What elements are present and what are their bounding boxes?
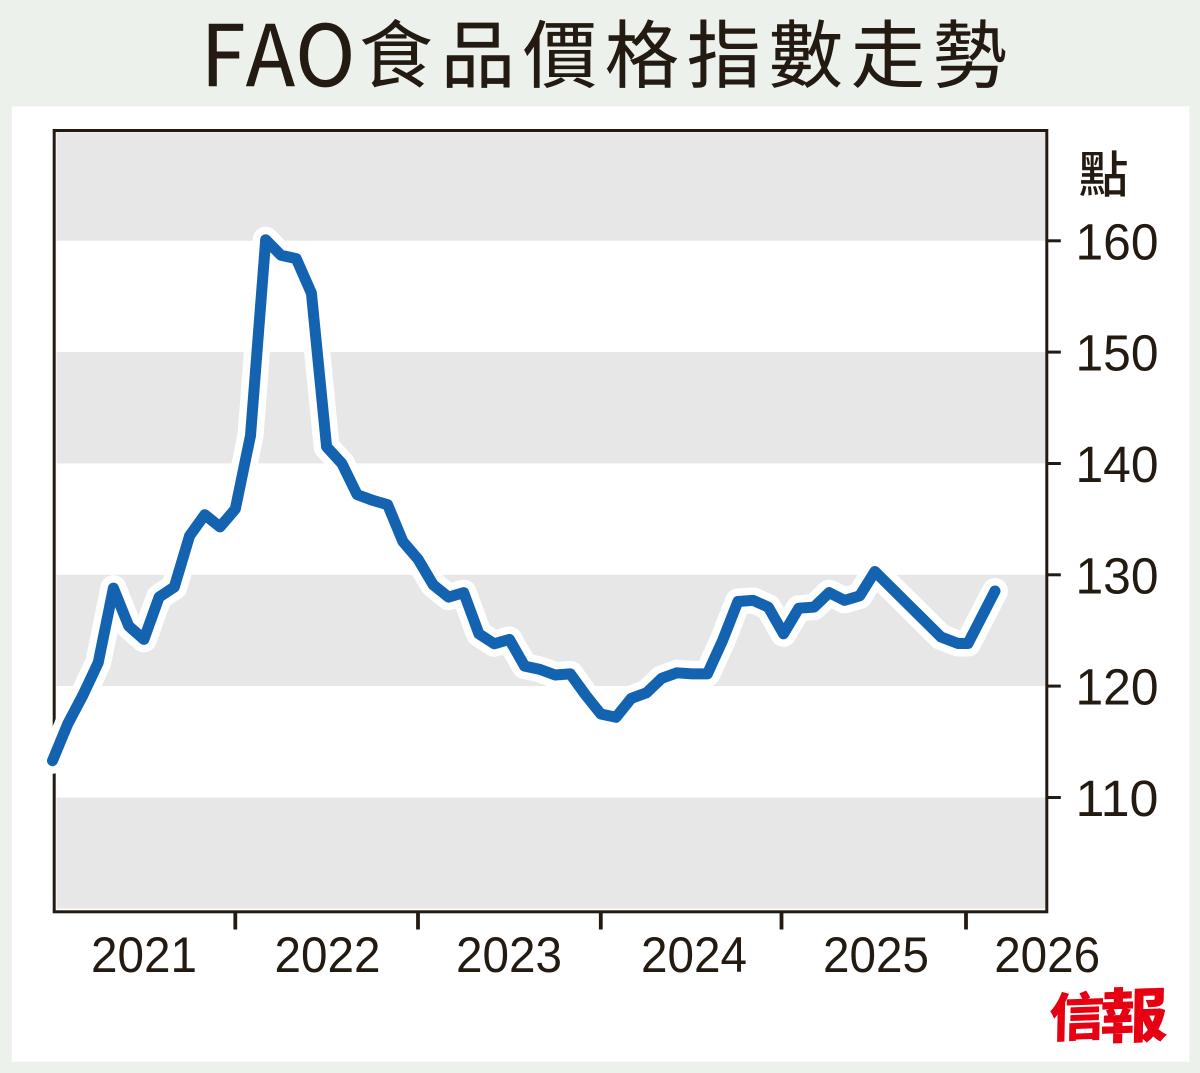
svg-text:150: 150 (1076, 325, 1159, 382)
svg-text:160: 160 (1076, 213, 1159, 270)
svg-text:2026: 2026 (994, 927, 1100, 983)
svg-text:2024: 2024 (641, 927, 747, 983)
svg-text:2023: 2023 (456, 927, 562, 983)
svg-text:140: 140 (1076, 436, 1159, 493)
svg-text:120: 120 (1076, 659, 1159, 716)
svg-text:2022: 2022 (275, 927, 381, 983)
svg-text:130: 130 (1076, 547, 1159, 604)
svg-text:2021: 2021 (91, 927, 197, 983)
svg-text:2025: 2025 (823, 927, 929, 983)
svg-text:110: 110 (1076, 770, 1159, 827)
